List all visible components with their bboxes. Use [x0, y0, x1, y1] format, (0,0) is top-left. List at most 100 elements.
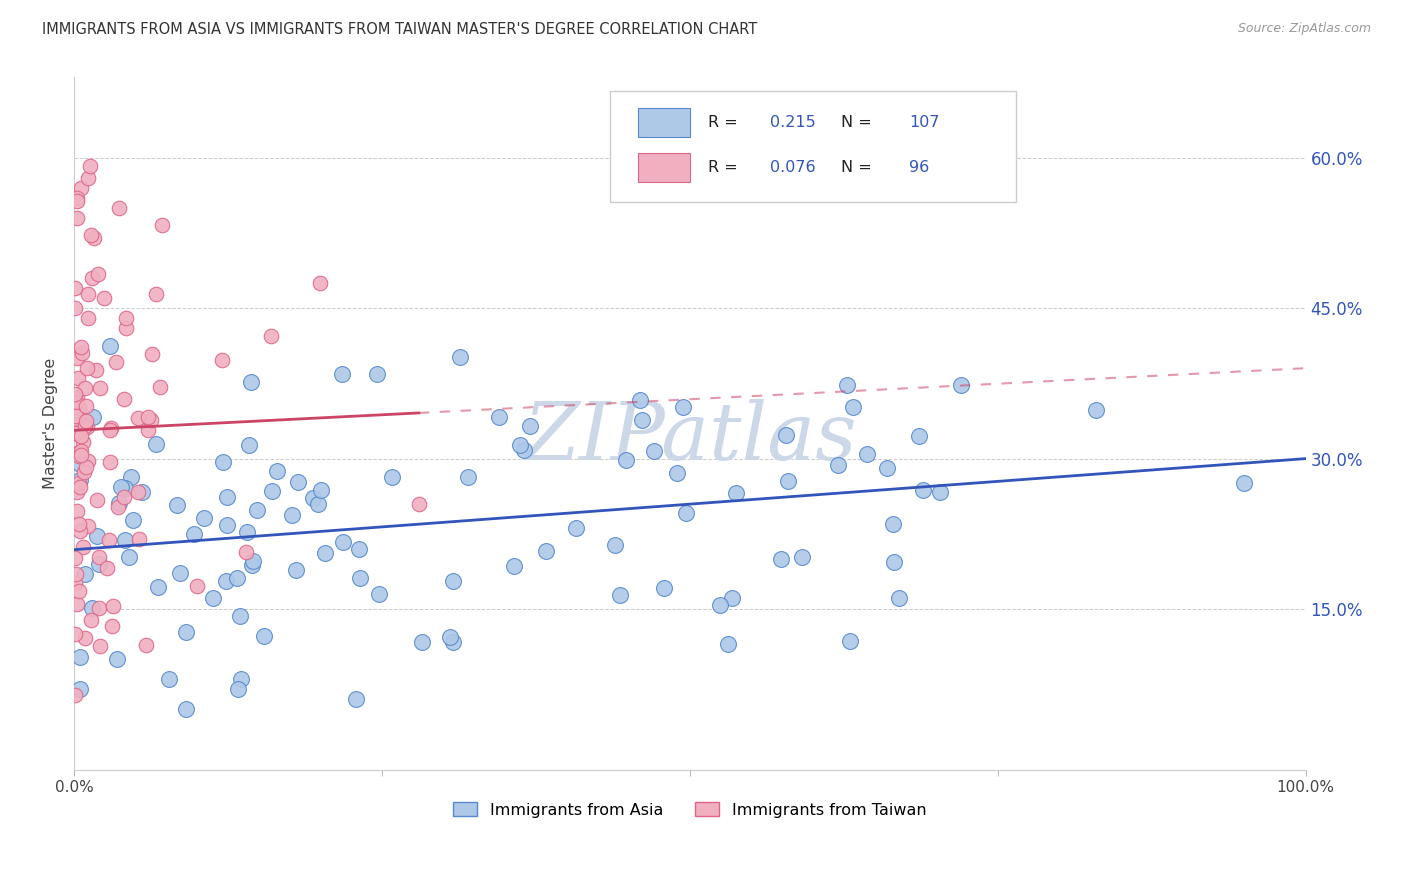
Point [65, 425, 87, 440]
Point [565, 521, 588, 535]
Point [675, 507, 697, 521]
Point [141, 346, 163, 360]
Point [65, 409, 87, 423]
Point [215, 574, 238, 588]
Point [66, 504, 89, 518]
Point [509, 438, 531, 452]
Point [672, 400, 695, 414]
Point [128, 532, 150, 546]
Point [439, 630, 461, 644]
Point [381, 469, 404, 483]
Point [882, 516, 904, 531]
Point [211, 455, 233, 469]
Text: 107: 107 [910, 115, 939, 130]
Point [889, 591, 911, 605]
Point [65, 395, 87, 409]
Point [349, 570, 371, 584]
Point [65, 551, 87, 566]
Point [110, 480, 132, 494]
Point [157, 673, 180, 687]
Point [79, 159, 101, 173]
Point [69, 401, 91, 416]
Point [100, 619, 122, 633]
Point [73, 419, 96, 434]
Point [98, 533, 121, 548]
Text: 0.076: 0.076 [770, 160, 815, 175]
Point [519, 418, 541, 433]
Point [332, 535, 354, 549]
Point [217, 518, 239, 533]
Point [118, 550, 141, 565]
Point [69, 475, 91, 490]
Point [82, 409, 104, 424]
Point [775, 428, 797, 442]
Point [77, 518, 100, 533]
Point [93, 291, 115, 305]
Point [76, 286, 98, 301]
Y-axis label: Master's Degree: Master's Degree [44, 358, 58, 489]
Point [838, 634, 860, 648]
Point [201, 591, 224, 606]
Point [666, 466, 689, 480]
Point [150, 219, 173, 233]
Point [65, 567, 87, 582]
Point [114, 481, 136, 495]
Point [135, 638, 157, 652]
Point [66, 597, 89, 611]
Point [284, 563, 307, 577]
Point [725, 486, 748, 500]
Point [89, 639, 111, 653]
Point [229, 672, 252, 686]
Point [721, 591, 744, 605]
Point [1085, 403, 1108, 417]
Point [127, 485, 149, 500]
Point [69, 448, 91, 462]
Point [73, 465, 96, 479]
Point [86, 529, 108, 543]
Point [827, 458, 849, 472]
Point [69, 457, 91, 471]
Point [309, 483, 332, 497]
Point [240, 558, 263, 572]
Point [98, 339, 121, 353]
Point [65, 386, 87, 401]
Point [628, 392, 651, 407]
Point [76, 311, 98, 326]
Point [65, 688, 87, 702]
Point [347, 541, 370, 556]
Point [103, 599, 125, 614]
Point [107, 496, 129, 510]
Point [266, 464, 288, 478]
Point [245, 503, 267, 517]
Point [76, 419, 98, 434]
Point [260, 329, 283, 343]
Point [80, 613, 103, 627]
Point [120, 470, 142, 484]
Point [366, 368, 388, 382]
Point [75, 381, 97, 395]
Point [457, 470, 479, 484]
Point [67, 445, 90, 459]
Point [643, 443, 665, 458]
Text: 96: 96 [910, 160, 929, 175]
Point [149, 380, 172, 394]
Point [75, 459, 97, 474]
Point [96, 561, 118, 575]
Point [408, 497, 430, 511]
Point [238, 438, 260, 452]
Point [228, 608, 250, 623]
Text: 0.215: 0.215 [770, 115, 815, 130]
Bar [638, 108, 690, 137]
Point [70, 181, 93, 195]
Point [127, 410, 149, 425]
Point [174, 702, 197, 716]
Point [98, 423, 121, 437]
Point [72, 540, 94, 554]
Point [912, 483, 935, 497]
Point [65, 627, 87, 641]
Point [488, 409, 510, 424]
Point [502, 559, 524, 574]
Point [301, 491, 323, 505]
Point [709, 599, 731, 613]
Point [603, 538, 626, 552]
